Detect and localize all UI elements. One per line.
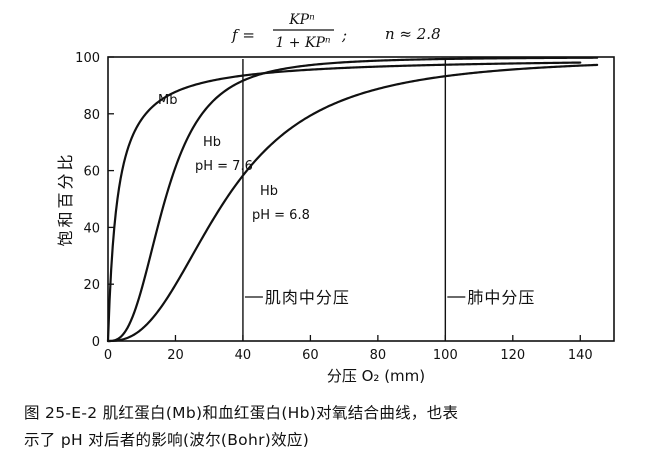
annotations: 肌肉中分压 肺中分压: [242, 59, 535, 341]
y-tick-label: 60: [83, 165, 100, 180]
curves: [106, 56, 599, 343]
figure-caption-line-2: 示了 pH 对后者的影响(波尔(Bohr)效应): [24, 431, 310, 449]
series-label: Hb: [203, 135, 221, 150]
series-line: [106, 61, 582, 343]
x-axis-label: 分压 O₂ (mm): [327, 367, 425, 385]
x-tick-label: 100: [433, 348, 458, 363]
formula-numerator: KPⁿ: [288, 12, 315, 28]
x-tick-label: 120: [500, 348, 525, 363]
x-tick-label: 140: [568, 348, 593, 363]
x-tick-label: 40: [235, 348, 252, 363]
x-tick-label: 0: [104, 348, 112, 363]
series-label: pH = 6.8: [252, 208, 310, 223]
annotation-label: 肌肉中分压: [265, 288, 350, 307]
y-tick-label: 20: [83, 278, 100, 293]
y-tick-label: 100: [75, 51, 100, 66]
formula-lhs: f =: [231, 26, 255, 44]
annotation-label: 肺中分压: [467, 288, 535, 307]
series-line: [106, 63, 599, 343]
figure-caption-line-1: 图 25-E-2 肌红蛋白(Mb)和血红蛋白(Hb)对氧结合曲线，也表: [24, 404, 459, 422]
formula: f = KPⁿ 1 + KPⁿ ; n ≈ 2.8: [231, 12, 441, 51]
formula-separator: ;: [341, 26, 347, 44]
formula-denominator: 1 + KPⁿ: [275, 35, 330, 51]
y-axis-label: 饱和百分比: [56, 151, 75, 246]
y-tick-label: 0: [92, 335, 100, 350]
x-tick-label: 60: [302, 348, 319, 363]
y-tick-label: 40: [83, 221, 100, 236]
oxygen-binding-chart: f = KPⁿ 1 + KPⁿ ; n ≈ 2.8 0 20 40 60 80 100 12…: [56, 12, 615, 385]
plot-frame: [107, 56, 615, 342]
series-line: [106, 56, 599, 343]
formula-n: n ≈ 2.8: [385, 25, 441, 43]
series-label: Mb: [158, 93, 177, 108]
y-tick-label: 80: [83, 108, 100, 123]
series-label: pH = 7.6: [195, 159, 253, 174]
x-tick-label: 20: [167, 348, 184, 363]
series-labels: Mb Hb pH = 7.6 Hb pH = 6.8: [158, 93, 310, 223]
series-label: Hb: [260, 184, 278, 199]
x-tick-label: 80: [370, 348, 387, 363]
